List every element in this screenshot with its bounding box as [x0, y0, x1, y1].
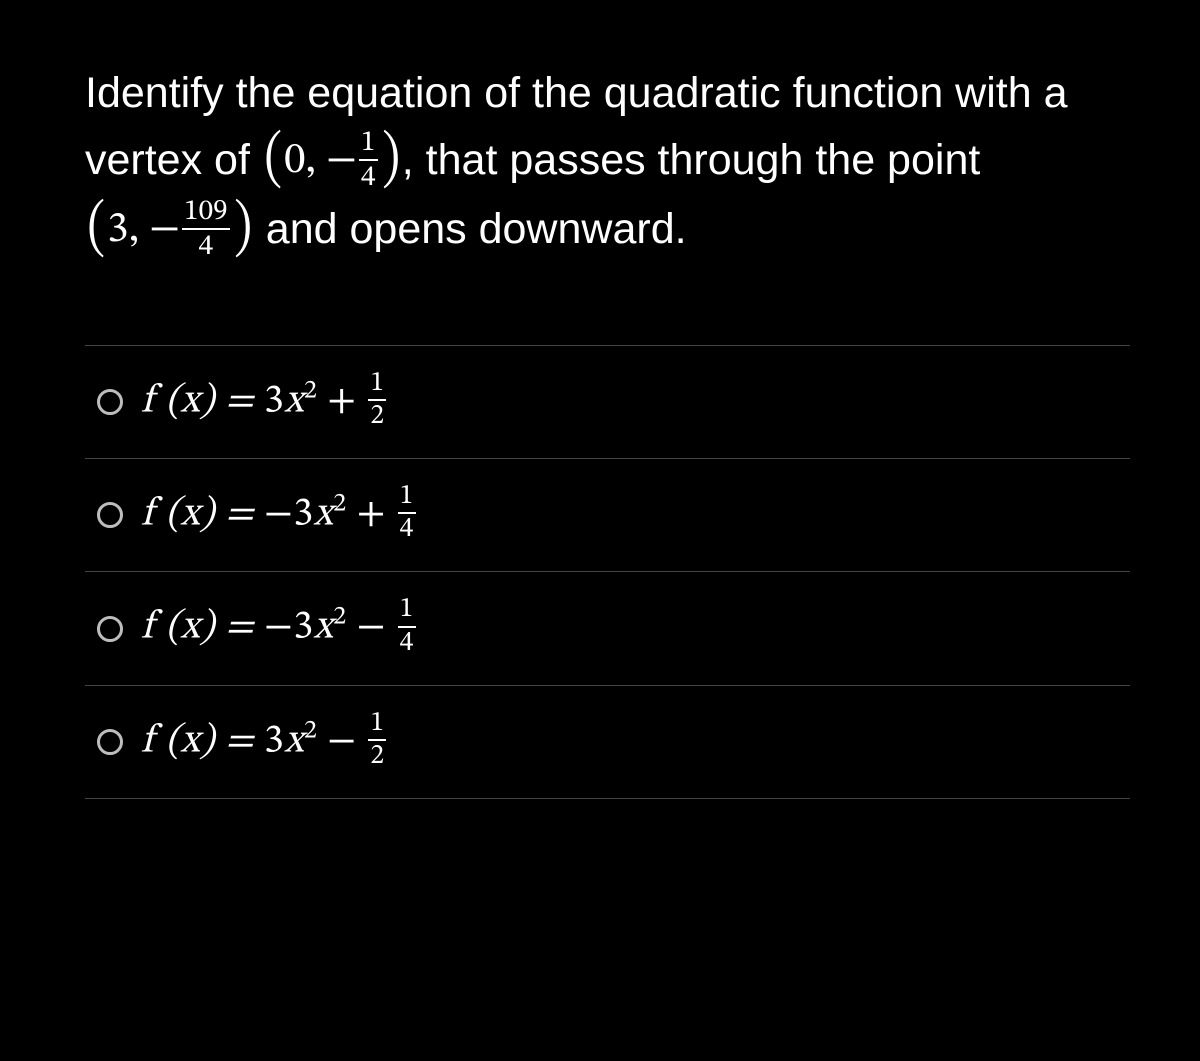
- radio-icon: [97, 389, 123, 415]
- close-paren: ): [382, 132, 400, 188]
- option-4[interactable]: f (x) = 3x2 − 12: [85, 686, 1130, 799]
- radio-icon: [97, 502, 123, 528]
- open-paren: (: [264, 132, 282, 188]
- minus-sign: −: [326, 128, 357, 195]
- options-list: f (x) = 3x2 + 12 f (x) = −3x2 + 14 f (x)…: [85, 345, 1130, 800]
- vertex-coord: ( 0, −14 ): [262, 129, 402, 196]
- option-equation: f (x) = −3x2 − 14: [141, 598, 418, 658]
- question-line: opens downward.: [350, 205, 687, 253]
- option-equation: f (x) = 3x2 − 12: [141, 712, 388, 772]
- question-line: and: [254, 205, 350, 253]
- point-coord: ( 3, −1094 ): [85, 198, 254, 265]
- close-paren: ): [234, 201, 252, 257]
- question-text: Identify the equation of the quadratic f…: [85, 60, 1130, 265]
- option-equation: f (x) = −3x2 + 14: [141, 485, 418, 545]
- vertex-y-fraction: 14: [359, 128, 377, 192]
- option-2[interactable]: f (x) = −3x2 + 14: [85, 459, 1130, 572]
- question-line: passes through the point: [509, 136, 980, 184]
- radio-icon: [97, 616, 123, 642]
- option-equation: f (x) = 3x2 + 12: [141, 372, 388, 432]
- minus-sign: −: [149, 197, 180, 264]
- open-paren: (: [87, 201, 105, 257]
- vertex-x: 0: [284, 129, 305, 196]
- radio-icon: [97, 729, 123, 755]
- option-1[interactable]: f (x) = 3x2 + 12: [85, 345, 1130, 459]
- point-y-fraction: 1094: [182, 197, 229, 261]
- point-x: 3: [107, 198, 128, 265]
- question-line: Identify the equation of the quadratic: [85, 69, 793, 117]
- quiz-page: Identify the equation of the quadratic f…: [0, 0, 1200, 1061]
- option-3[interactable]: f (x) = −3x2 − 14: [85, 572, 1130, 685]
- question-line: , that: [402, 136, 510, 184]
